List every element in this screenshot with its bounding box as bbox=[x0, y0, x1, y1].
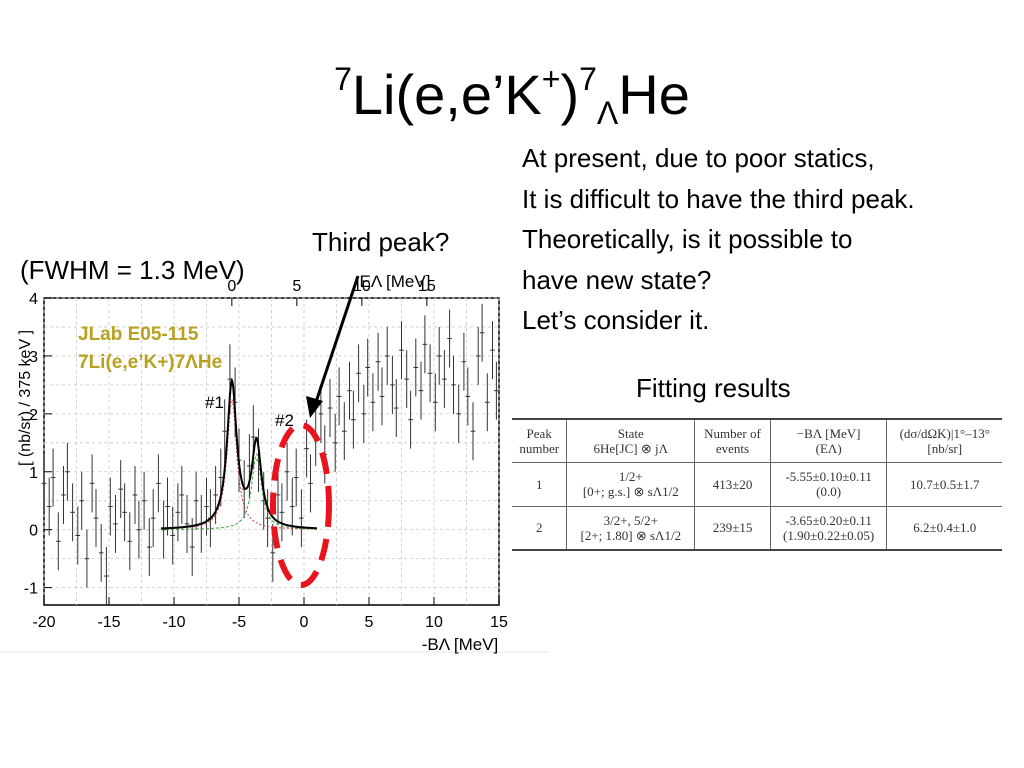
title-kaon-charge: + bbox=[541, 61, 561, 97]
inset-experiment: JLab E05-115 bbox=[78, 324, 199, 345]
table-row: 1 1/2+ [0+; g.s.] ⊗ sΛ1/2 413±20 -5.55±0.… bbox=[512, 462, 1002, 507]
slide-title: 7Li(e,e’K+)7ΛHe bbox=[0, 60, 1024, 130]
peak-label-1: #1 bbox=[205, 393, 224, 412]
fit-component-2 bbox=[161, 453, 317, 530]
y-tick-label: 0 bbox=[29, 523, 38, 540]
description-line: Theoretically, is it possible to bbox=[522, 224, 853, 254]
x2-tick-label: 15 bbox=[418, 278, 436, 295]
table-cell: 10.7±0.5±1.7 bbox=[886, 462, 1002, 507]
table-cell: 1 bbox=[512, 462, 568, 507]
fwhm-label: (FWHM = 1.3 MeV) bbox=[20, 255, 245, 285]
fitting-results-label: Fitting results bbox=[636, 373, 791, 403]
title-close-paren: ) bbox=[560, 63, 580, 126]
plot-frame bbox=[43, 297, 500, 606]
title-hyper-mass: 7 bbox=[579, 61, 597, 97]
title-mass-number: 7 bbox=[334, 61, 352, 97]
description-line: Let’s consider it. bbox=[522, 305, 710, 335]
y-tick-label: 2 bbox=[29, 407, 38, 424]
title-hypernucleus: He bbox=[618, 63, 690, 126]
y-tick-label: 1 bbox=[29, 465, 38, 482]
description-line: At present, due to poor statics, bbox=[522, 143, 875, 173]
y-tick-label: 4 bbox=[29, 291, 38, 308]
x-tick-label: 10 bbox=[425, 614, 443, 631]
third-peak-label: Third peak? bbox=[312, 227, 450, 257]
table-cell: -3.65±0.20±0.11 (1.90±0.22±0.05) bbox=[770, 506, 888, 550]
x-tick-label: -5 bbox=[232, 614, 246, 631]
x2-tick-label: 5 bbox=[292, 278, 301, 295]
third-peak-arrow bbox=[313, 275, 360, 406]
x-tick-label: -15 bbox=[97, 614, 120, 631]
third-peak-highlight bbox=[270, 422, 332, 588]
table-header-row: Peak number State 6He[JC] ⊗ jΛ Number of ev… bbox=[512, 419, 1002, 464]
table-cell: 3/2+, 5/2+ [2+; 1.80] ⊗ sΛ1/2 bbox=[566, 506, 696, 550]
table-row: 2 3/2+, 5/2+ [2+; 1.80] ⊗ sΛ1/2 239±15 -3… bbox=[512, 506, 1002, 550]
x2-tick-label: 0 bbox=[227, 278, 236, 295]
fit-total-curve bbox=[161, 377, 317, 530]
table-cell: 239±15 bbox=[694, 506, 771, 550]
x-tick-label: -20 bbox=[32, 614, 55, 631]
table-cell: 6.2±0.4±1.0 bbox=[913, 520, 977, 536]
table-header-cell: Number of events bbox=[694, 419, 771, 464]
x-tick-label: 0 bbox=[300, 614, 309, 631]
fit-results-table: Peak number State 6He[JC] ⊗ jΛ Number of ev… bbox=[512, 418, 1002, 551]
description-line: It is difficult to have the third peak. bbox=[522, 183, 915, 214]
description-line: have new state? bbox=[522, 264, 712, 295]
x-axis-label: -BΛ [MeV] bbox=[422, 635, 499, 654]
x-tick-label: 5 bbox=[365, 614, 374, 631]
table-cell: 1/2+ [0+; g.s.] ⊗ sΛ1/2 bbox=[566, 462, 696, 507]
table-header-cell: Peak number bbox=[512, 419, 568, 464]
y-axis-label: [ (nb/sr) / 375 keV ] bbox=[17, 330, 34, 466]
table-header-cell: (dσ/dΩK)|1°–13° [nb/sr] bbox=[886, 419, 1002, 464]
table-cell: 413±20 bbox=[694, 462, 771, 507]
x-tick-label: -10 bbox=[162, 614, 185, 631]
x2-axis-label: EΛ [MeV] bbox=[360, 272, 431, 291]
table-header-cell: −BΛ [MeV] (EΛ) bbox=[770, 419, 888, 464]
table-cell: 2 bbox=[512, 506, 568, 550]
description-text: At present, due to poor statics, It is d… bbox=[522, 138, 915, 341]
table-cell: -5.55±0.10±0.11 (0.0) bbox=[770, 462, 888, 507]
arrow-head-icon bbox=[306, 396, 323, 418]
fit-component-1 bbox=[161, 398, 317, 530]
peak-label-2: #2 bbox=[275, 411, 294, 430]
y-tick-label: 3 bbox=[29, 349, 38, 366]
title-lambda: Λ bbox=[596, 95, 619, 131]
title-reaction: Li(e,e’K bbox=[351, 63, 542, 126]
inset-reaction: 7Li(e,e’K+)7ΛHe bbox=[78, 352, 222, 373]
table-header-cell: State 6He[JC] ⊗ jΛ bbox=[566, 419, 696, 464]
y-tick-label: -1 bbox=[24, 581, 38, 598]
x-tick-label: 15 bbox=[490, 614, 508, 631]
